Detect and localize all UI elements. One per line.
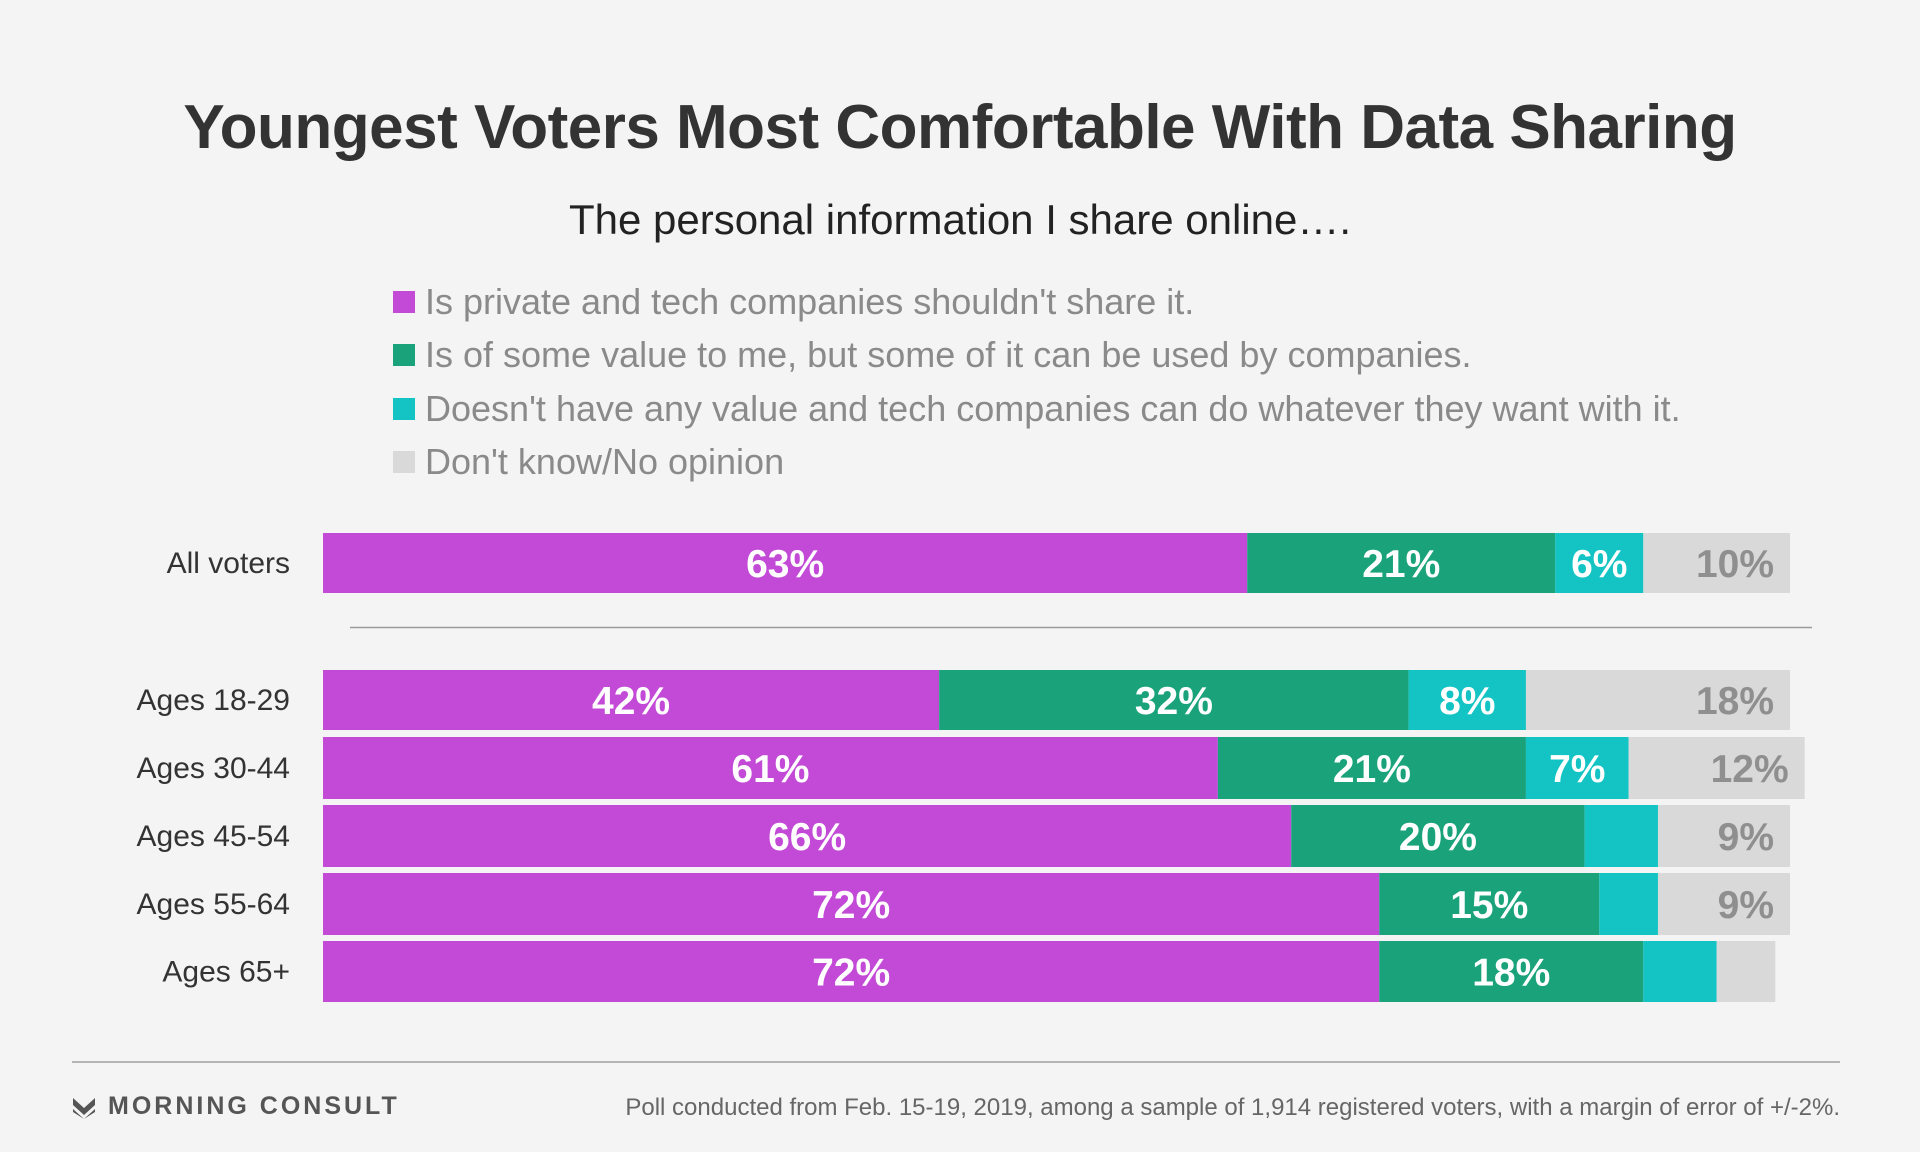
bar-segment-ages-18-29-3: [1525, 670, 1790, 730]
legend-label-some-value: Is of some value to me, but some of it c…: [425, 334, 1472, 376]
source-note: Poll conducted from Feb. 15-19, 2019, am…: [625, 1094, 1840, 1121]
data-label-ages-18-29-3: 18%: [1696, 680, 1774, 723]
data-label-ages-18-29-2: 8%: [1439, 680, 1495, 723]
legend-item-dont-know: Don't know/No opinion: [393, 436, 1681, 490]
row-label-ages-55-64: Ages 55-64: [137, 888, 290, 921]
legend-label-dont-know: Don't know/No opinion: [425, 441, 785, 483]
data-label-all-voters-3: 10%: [1696, 543, 1774, 586]
data-label-ages-18-29-1: 32%: [1135, 680, 1213, 723]
bar-segment-ages-45-54-1: [1291, 805, 1585, 867]
bar-segment-all-voters-2: [1555, 533, 1644, 593]
bar-segment-ages-18-29-0: [323, 670, 940, 730]
data-label-ages-18-29-0: 42%: [592, 680, 670, 723]
bar-segment-ages-30-44-1: [1217, 737, 1526, 799]
bar-segment-all-voters-3: [1643, 533, 1790, 593]
row-label-ages-30-44: Ages 30-44: [137, 752, 290, 785]
legend: Is private and tech companies shouldn't …: [393, 275, 1681, 489]
bar-segment-all-voters-0: [323, 533, 1248, 593]
bar-segment-ages-65-1: [1379, 941, 1644, 1002]
row-label-ages-18-29: Ages 18-29: [137, 684, 290, 717]
morning-consult-logo-icon: [73, 1097, 95, 1119]
row-label-ages-65: Ages 65+: [162, 956, 290, 989]
data-label-ages-65-0: 72%: [812, 952, 890, 995]
footer-divider: [72, 1061, 1840, 1063]
chart-subtitle: The personal information I share online……: [568, 196, 1352, 243]
bar-segment-ages-65-2: [1643, 941, 1717, 1002]
data-label-ages-65-1: 18%: [1472, 952, 1550, 995]
bar-segment-ages-30-44-0: [323, 737, 1218, 799]
data-label-ages-45-54-0: 66%: [768, 816, 846, 859]
legend-label-no-value: Doesn't have any value and tech companie…: [425, 387, 1681, 429]
bar-segment-ages-45-54-3: [1657, 805, 1790, 867]
bar-segment-ages-45-54-0: [323, 805, 1292, 867]
legend-swatch-some-value: [393, 344, 415, 367]
bar-segment-ages-18-29-1: [939, 670, 1409, 730]
bar-segment-ages-55-64-0: [323, 873, 1380, 935]
row-label-ages-45-54: Ages 45-54: [137, 820, 290, 853]
legend-swatch-private: [393, 290, 415, 313]
bar-segment-ages-65-3: [1716, 941, 1776, 1002]
data-label-ages-45-54-1: 20%: [1399, 816, 1477, 859]
data-label-all-voters-2: 6%: [1571, 543, 1627, 586]
bar-segment-ages-55-64-2: [1599, 873, 1658, 935]
bar-segment-ages-30-44-3: [1628, 737, 1805, 799]
legend-swatch-no-value: [393, 397, 415, 420]
legend-item-private: Is private and tech companies shouldn't …: [393, 275, 1681, 329]
bar-segment-ages-65-0: [323, 941, 1380, 1002]
chart-title: Youngest Voters Most Comfortable With Da…: [183, 93, 1737, 162]
bar-segment-ages-18-29-2: [1408, 670, 1526, 730]
data-label-ages-30-44-1: 21%: [1333, 748, 1411, 791]
bar-segment-ages-55-64-3: [1657, 873, 1790, 935]
data-label-all-voters-1: 21%: [1362, 543, 1440, 586]
bar-segment-ages-30-44-2: [1525, 737, 1629, 799]
data-label-ages-55-64-1: 15%: [1450, 884, 1528, 927]
legend-item-no-value: Doesn't have any value and tech companie…: [393, 382, 1681, 436]
data-label-ages-30-44-0: 61%: [731, 748, 809, 791]
data-label-ages-55-64-0: 72%: [812, 884, 890, 927]
legend-label-private: Is private and tech companies shouldn't …: [425, 280, 1195, 322]
row-label-all-voters: All voters: [167, 547, 290, 580]
data-label-ages-55-64-3: 9%: [1718, 884, 1774, 927]
data-label-all-voters-0: 63%: [746, 543, 824, 586]
brand-logo: MORNING CONSULT: [72, 1092, 400, 1121]
brand-name: MORNING CONSULT: [108, 1092, 400, 1120]
bar-segment-all-voters-1: [1247, 533, 1556, 593]
bar-segment-ages-45-54-2: [1584, 805, 1658, 867]
data-label-ages-30-44-2: 7%: [1549, 748, 1605, 791]
legend-swatch-dont-know: [393, 451, 415, 474]
data-label-ages-45-54-3: 9%: [1718, 816, 1774, 859]
bar-segment-ages-55-64-1: [1379, 873, 1600, 935]
legend-item-some-value: Is of some value to me, but some of it c…: [393, 329, 1681, 383]
data-label-ages-30-44-3: 12%: [1711, 748, 1789, 791]
